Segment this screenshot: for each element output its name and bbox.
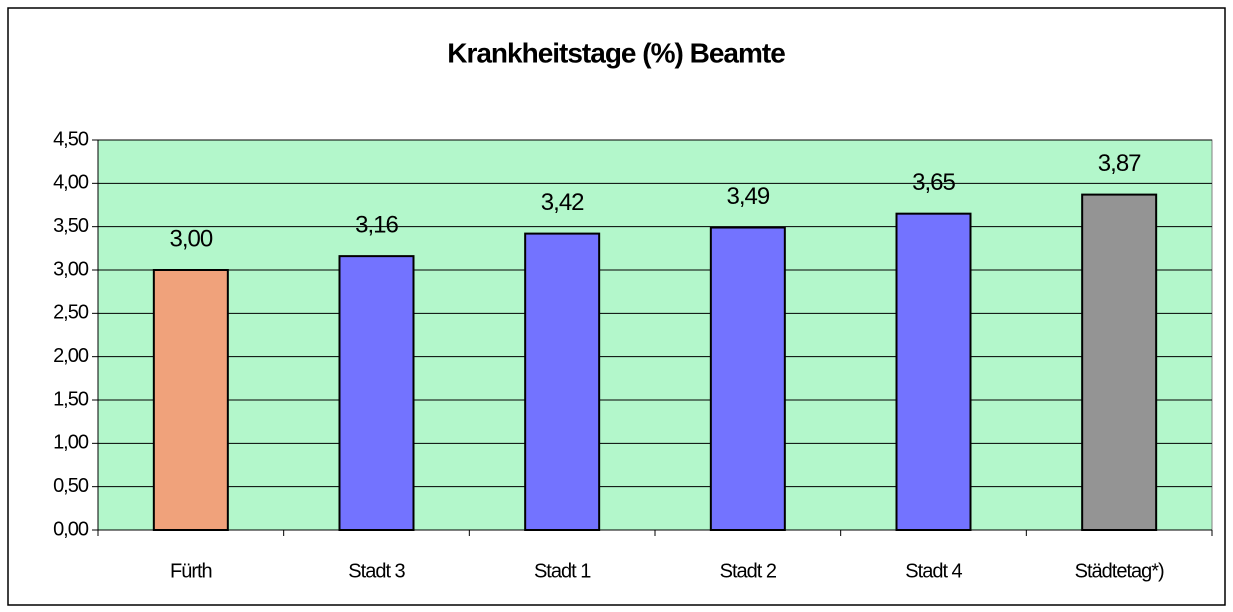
x-tick-label: Stadt 2 [720,560,777,582]
x-tick-label: Fürth [170,560,212,582]
bar [338,255,415,531]
data-label: 3,65 [912,169,955,196]
plot-area [97,139,1213,531]
bar [152,269,229,531]
data-label: 3,87 [1098,150,1141,177]
data-label: 3,00 [169,225,212,252]
y-tick-label: 2,50 [53,302,89,324]
x-tick-label: Stadt 3 [348,560,405,582]
bar [709,226,786,532]
y-tick-label: 1,50 [53,388,89,410]
y-tick-label: 0,00 [53,518,89,540]
bar [524,232,601,531]
chart-title: Krankheitstage (%) Beamte [447,37,785,68]
bar [1081,193,1158,531]
y-tick-label: 3,50 [53,215,89,237]
x-tick-label: Stadt 4 [905,560,962,582]
y-tick-label: 2,00 [53,345,89,367]
y-tick-label: 4,00 [53,172,89,194]
data-label: 3,49 [726,183,769,210]
x-tick-label: Städtetag*) [1075,560,1164,582]
x-tick-label: Stadt 1 [534,560,591,582]
data-label: 3,16 [355,211,398,238]
y-tick-label: 3,00 [53,258,89,280]
data-label: 3,42 [541,189,584,216]
y-tick-label: 0,50 [53,475,89,497]
y-tick-label: 4,50 [53,128,89,150]
bar [895,212,972,532]
y-tick-label: 1,00 [53,432,89,454]
